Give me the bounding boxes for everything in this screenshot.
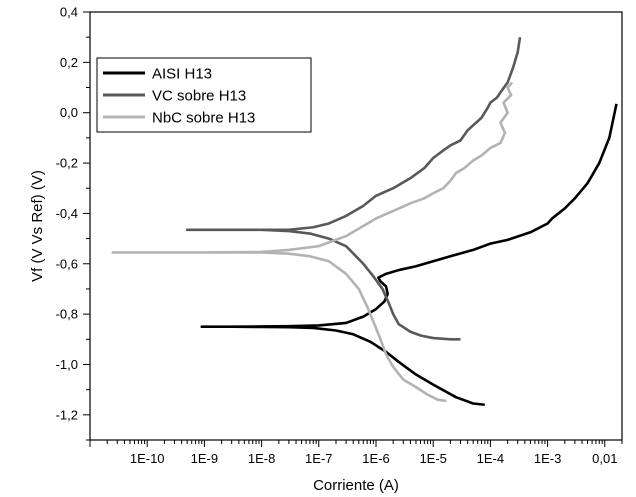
x-tick-label: 1E-7 (305, 451, 332, 466)
y-tick-label: -0,2 (56, 156, 78, 171)
y-tick-label: -1,0 (56, 357, 78, 372)
x-axis: 1E-10 1E-9 1E-8 1E-7 1E-6 1E-5 1E-4 1E-3 0,01 (89, 440, 623, 466)
x-tick-label: 1E-5 (419, 451, 446, 466)
series-layer (111, 36, 618, 407)
series-line-aisi-h13 (200, 103, 618, 407)
y-axis-title: Vf (V Vs Ref) (V) (29, 170, 46, 282)
y-tick-label: 0,0 (60, 105, 78, 120)
x-tick-label: 1E-3 (534, 451, 561, 466)
legend: AISI H13 VC sobre H13 NbC sobre H13 (96, 57, 312, 133)
legend-label-nbc-sobre-h13: NbC sobre H13 (152, 110, 255, 127)
x-tick-label: 1E-6 (362, 451, 389, 466)
legend-label-aisi-h13: AISI H13 (152, 66, 212, 83)
y-tick-label: -0,4 (56, 206, 78, 221)
y-axis: 0,4 0,2 0,0 -0,2 -0,4 -0,6 -0,8 -1,0 -1,2 (56, 5, 90, 441)
y-tick-label: -0,8 (56, 307, 78, 322)
x-tick-label: 1E-4 (477, 451, 504, 466)
x-tick-label: 1E-8 (248, 451, 275, 466)
legend-label-vc-sobre-h13: VC sobre H13 (152, 88, 246, 105)
series-line-vc-sobre-h13 (185, 36, 522, 341)
y-tick-label: 0,2 (60, 55, 78, 70)
x-axis-title: Corriente (A) (313, 477, 399, 494)
x-tick-label: 1E-10 (130, 451, 165, 466)
y-tick-label: 0,4 (60, 5, 78, 20)
x-tick-label: 1E-9 (191, 451, 218, 466)
x-tick-label: 0,01 (592, 451, 617, 466)
y-tick-label: -0,6 (56, 256, 78, 271)
series-line-nbc-sobre-h13 (111, 81, 514, 403)
y-tick-label: -1,2 (56, 407, 78, 422)
plot-frame (89, 11, 623, 441)
